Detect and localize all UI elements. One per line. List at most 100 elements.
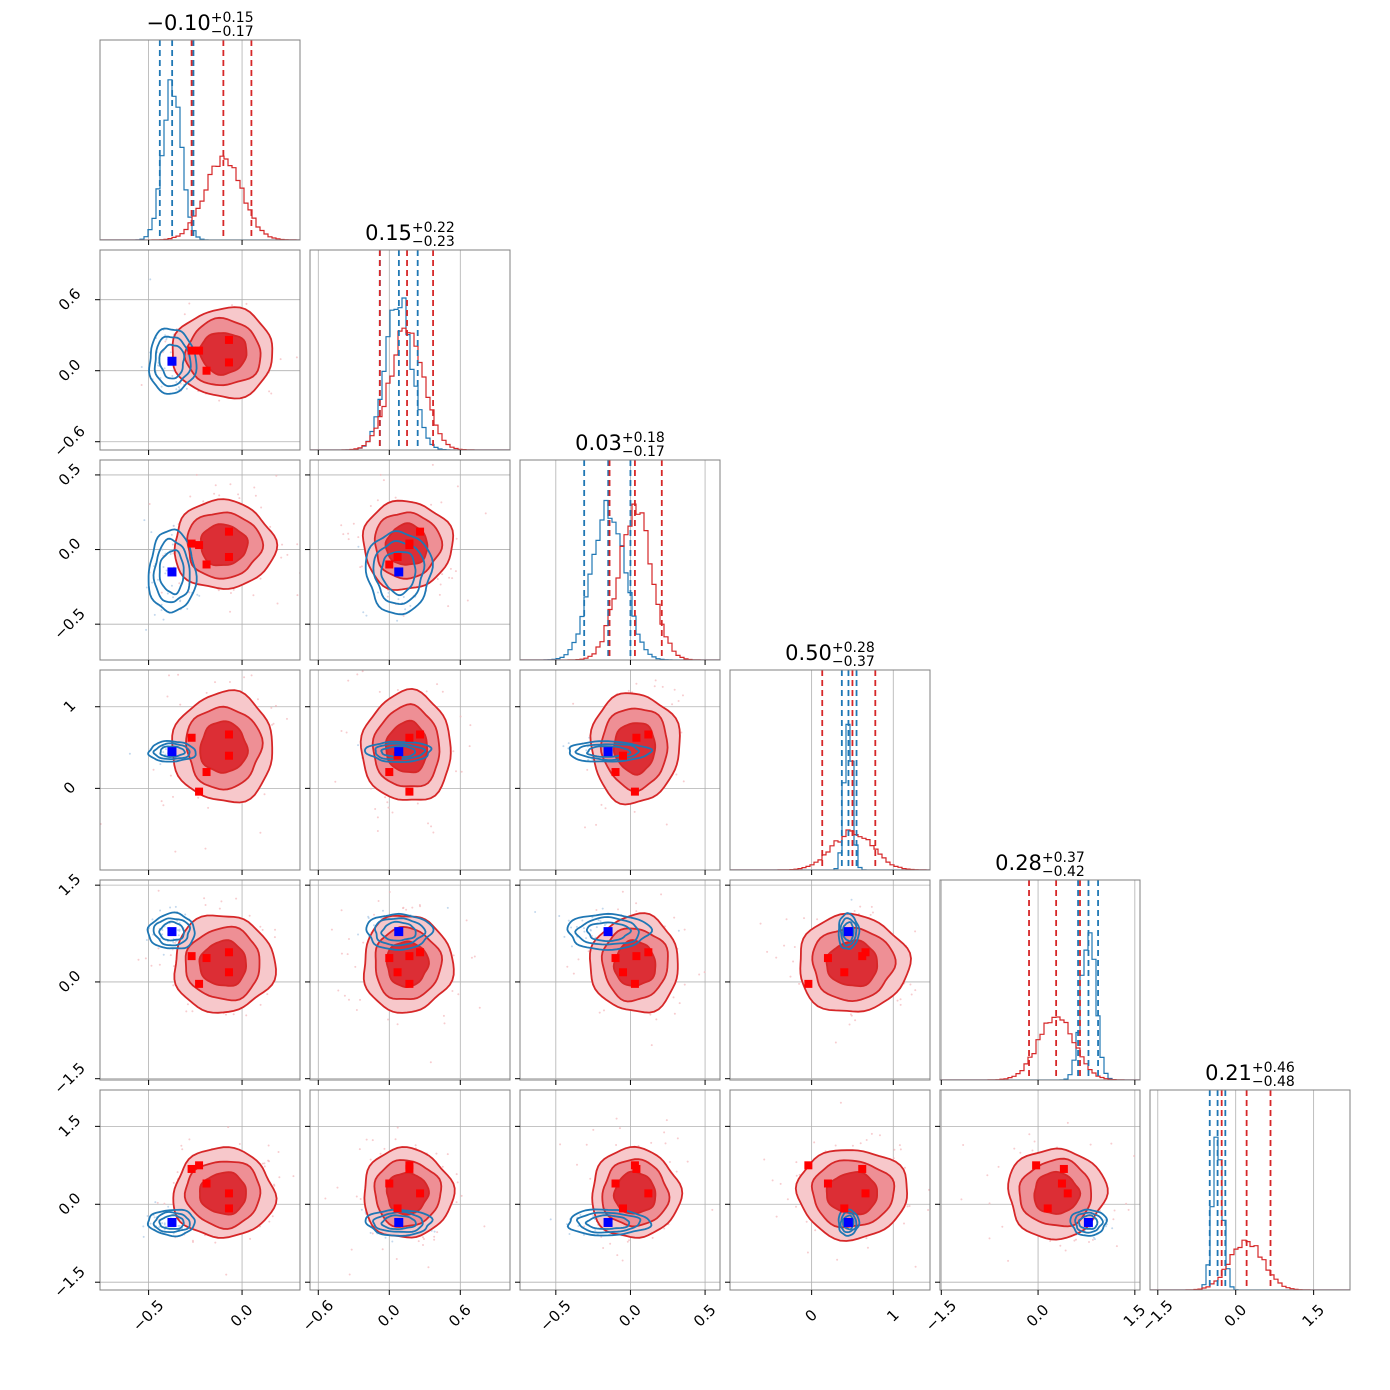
panel-frame — [309, 459, 511, 661]
histogram-panel-2 — [520, 460, 720, 660]
prior-sample-dot — [144, 957, 147, 960]
prior-truth-marker — [840, 968, 849, 977]
prior-sample-dot — [775, 1215, 778, 1218]
prior-truth-marker — [618, 968, 627, 977]
prior-sample-dot — [345, 731, 348, 734]
prior-truth-marker — [224, 527, 233, 536]
contour-panel-2-1 — [310, 460, 510, 660]
prior-sample-dot — [465, 919, 468, 922]
prior-sample-dot — [427, 1266, 430, 1269]
posterior-histogram — [310, 297, 510, 450]
parameter-title-4: 0.28+0.37 −0.42 — [995, 850, 1085, 880]
prior-sample-dot — [960, 1198, 963, 1201]
prior-truth-marker — [405, 1161, 414, 1170]
posterior-truth-marker — [394, 567, 404, 577]
posterior-sample-dot — [153, 613, 156, 616]
prior-sample-dot — [204, 903, 207, 906]
prior-sample-dot — [626, 1240, 629, 1243]
posterior-histogram — [100, 79, 300, 240]
posterior-contour-1 — [374, 917, 427, 947]
title-upper-error: +0.18 — [622, 430, 665, 446]
panel-frame — [99, 669, 301, 871]
prior-sample-dot — [1110, 1142, 1113, 1145]
prior-sample-dot — [152, 768, 155, 771]
prior-sample-dot — [218, 494, 221, 497]
prior-sample-dot — [572, 972, 575, 975]
prior-truth-marker — [202, 1179, 211, 1188]
prior-sample-dot — [436, 683, 439, 686]
prior-sample-dot — [654, 679, 657, 682]
prior-truth-marker — [618, 1204, 627, 1213]
prior-sample-dot — [176, 1171, 179, 1174]
prior-sample-dot — [988, 1202, 991, 1205]
prior-sample-dot — [615, 1117, 618, 1120]
posterior-sample-dot — [162, 953, 165, 956]
prior-sample-dot — [627, 689, 630, 692]
prior-sample-dot — [268, 390, 271, 393]
histogram-panel-3 — [730, 670, 930, 870]
contour-panel-5-0 — [100, 1090, 300, 1290]
prior-sample-dot — [455, 537, 458, 540]
posterior-sample-dot — [558, 914, 561, 917]
prior-sample-dot — [148, 503, 151, 506]
posterior-truth-marker — [167, 356, 177, 366]
prior-sample-dot — [456, 1181, 459, 1184]
posterior-sample-dot — [567, 747, 570, 750]
prior-sample-dot — [235, 897, 238, 900]
prior-sample-dot — [394, 496, 397, 499]
panel-frame — [519, 459, 721, 661]
prior-truth-marker — [861, 948, 870, 957]
posterior-sample-dot — [161, 928, 164, 931]
prior-sample-dot — [618, 1127, 621, 1130]
posterior-sample-dot — [164, 572, 167, 575]
posterior-sample-dot — [149, 278, 152, 281]
prior-truth-marker — [224, 335, 233, 344]
prior-sample-dot — [1087, 1240, 1090, 1243]
prior-sample-dot — [190, 667, 192, 669]
prior-sample-dot — [195, 473, 198, 476]
prior-sample-dot — [650, 1044, 653, 1047]
prior-truth-marker — [644, 1189, 653, 1198]
posterior-sample-dot — [198, 594, 201, 597]
prior-sample-dot — [587, 950, 590, 953]
prior-sample-dot — [865, 1237, 868, 1240]
prior-sample-dot — [269, 525, 272, 528]
prior-sample-dot — [455, 1201, 458, 1204]
prior-sample-dot — [348, 1273, 351, 1276]
title-upper-error: +0.15 — [211, 10, 254, 26]
prior-sample-dot — [254, 494, 257, 497]
prior-sample-dot — [435, 1152, 438, 1155]
prior-sample-dot — [836, 1258, 839, 1261]
prior-sample-dot — [425, 690, 428, 693]
posterior-sample-dot — [166, 592, 169, 595]
prior-sample-dot — [468, 745, 471, 748]
prior-truth-marker — [405, 952, 414, 961]
histogram-panel-4 — [940, 880, 1140, 1080]
prior-sample-dot — [839, 1101, 842, 1104]
prior-truth-marker — [224, 751, 233, 760]
prior-sample-dot — [455, 1173, 458, 1176]
posterior-contour-2 — [380, 1214, 417, 1230]
prior-sample-dot — [350, 1248, 353, 1251]
prior-sample-dot — [172, 552, 175, 555]
prior-sample-dot — [357, 536, 360, 539]
parameter-title-1: 0.15+0.22 −0.23 — [365, 220, 455, 250]
prior-sample-dot — [635, 902, 638, 905]
posterior-contour-1 — [152, 742, 191, 760]
prior-sample-dot — [1031, 1149, 1034, 1152]
prior-sample-dot — [271, 723, 274, 726]
posterior-contour-1 — [372, 1211, 424, 1233]
prior-sample-dot — [454, 570, 457, 573]
prior-sample-dot — [177, 673, 180, 676]
posterior-contour-1 — [374, 742, 427, 761]
posterior-sample-dot — [154, 1201, 157, 1204]
prior-sample-dot — [245, 302, 248, 305]
prior-sample-dot — [1007, 1259, 1010, 1262]
x-tick-label: 0.0 — [1221, 1301, 1251, 1331]
posterior-sample-dot — [169, 351, 172, 354]
posterior-truth-marker — [167, 567, 177, 577]
posterior-contour-2 — [158, 920, 185, 942]
prior-sample-dot — [422, 864, 424, 866]
prior-sample-dot — [346, 953, 349, 956]
prior-truth-marker — [224, 1189, 233, 1198]
